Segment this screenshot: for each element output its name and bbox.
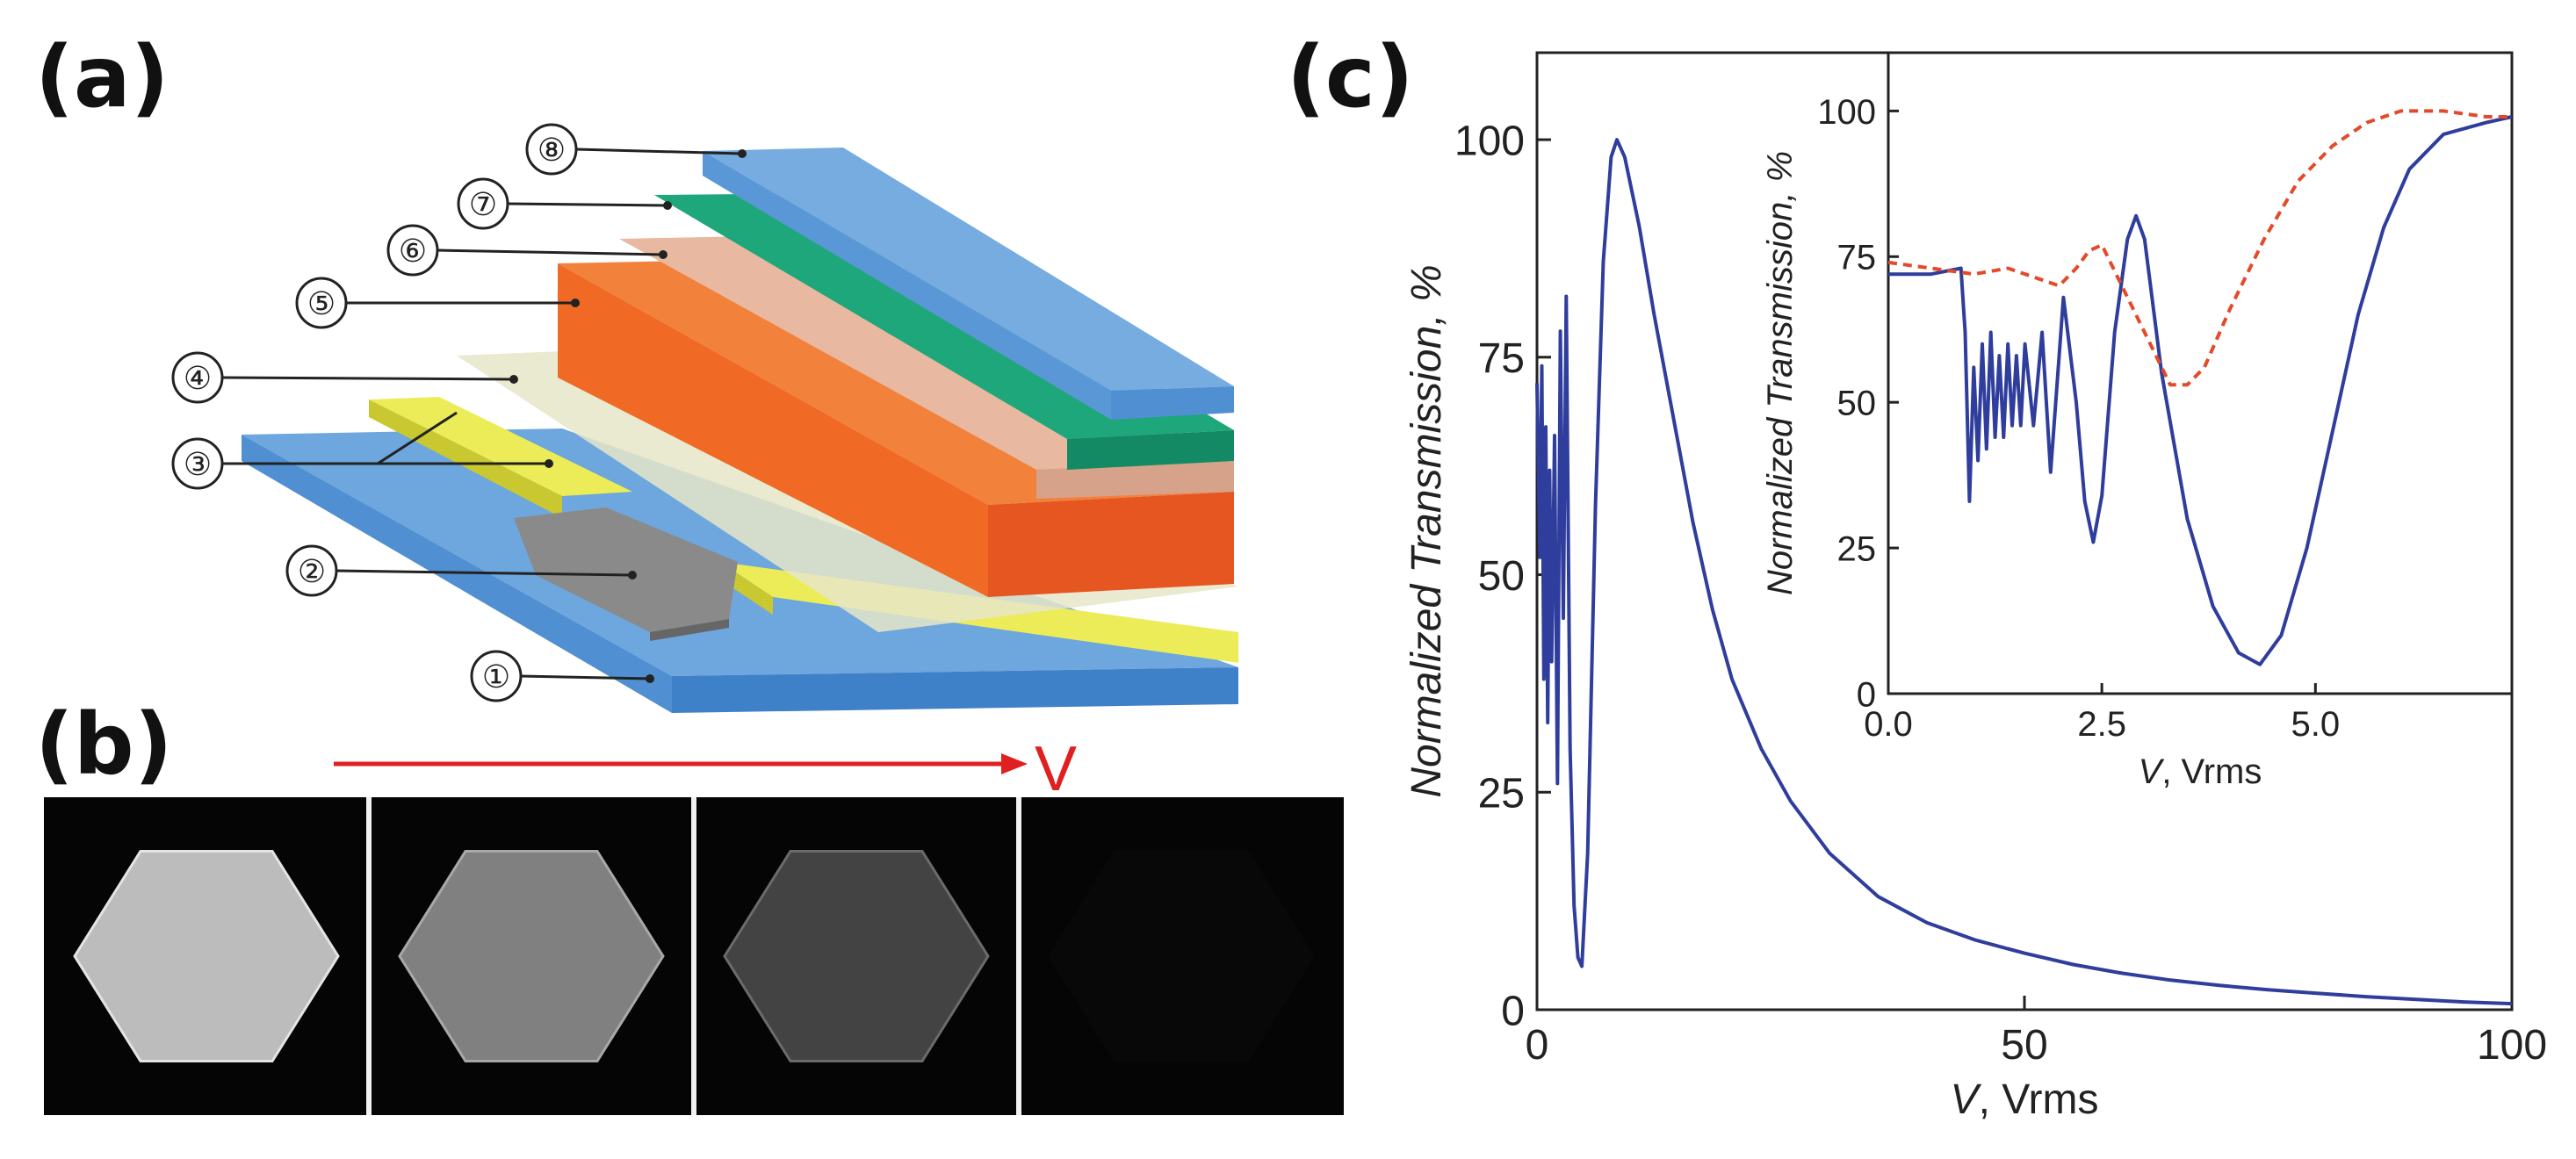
main-series-transmission (1535, 138, 2513, 1006)
inset-ytick-label: 75 (1837, 239, 1877, 277)
svg-text:②: ② (298, 553, 326, 589)
layer-7-green-front (1067, 430, 1234, 470)
main-ytick-label: 50 (1478, 553, 1525, 600)
main-ytick-label: 100 (1454, 118, 1525, 164)
panel-label-c: (c) (1287, 28, 1414, 126)
svg-text:⑧: ⑧ (538, 132, 566, 168)
inset-xtick-label: 2.5 (2077, 705, 2126, 744)
svg-text:⑦: ⑦ (469, 186, 497, 222)
inset-series-solid (1888, 115, 2513, 666)
inset-xtick-label: 0.0 (1864, 705, 1913, 744)
main-xlabel: V, Vrms (1951, 1076, 2099, 1123)
voltage-arrow-label: V (1035, 734, 1077, 804)
layer-2-semiconductor-side (650, 619, 729, 641)
layer-1-substrate-front (672, 667, 1238, 713)
frame-divider (691, 797, 696, 1115)
inset-series-dashed (1887, 109, 2512, 387)
callout-6: ⑥ (386, 224, 667, 277)
svg-text:⑥: ⑥ (399, 233, 427, 269)
hexagon-frame-4 (1048, 850, 1315, 1062)
hexagon-frame-1 (73, 850, 340, 1062)
layer-8-top-plate (703, 148, 1234, 391)
device-layer-diagram: ⑧ ⑦ ⑥ ⑤ ④ ③ ② ① (171, 123, 1238, 713)
inset-ytick-label: 100 (1817, 93, 1876, 132)
inset-ytick-label: 25 (1837, 529, 1877, 568)
main-xtick-label: 0 (1526, 1022, 1549, 1069)
svg-text:③: ③ (184, 446, 212, 482)
main-xtick-label: 50 (2001, 1022, 2047, 1069)
layer-5-orange-left (558, 263, 988, 597)
hexagon-frame-3 (723, 850, 990, 1062)
layer-3-electrode (369, 397, 632, 496)
panel-label-a: (a) (35, 28, 170, 126)
frame-divider (366, 797, 372, 1115)
inset-plot-frame (1887, 51, 2514, 695)
main-ylabel: Normalized Transmission, % (1403, 264, 1450, 797)
callout-7: ⑦ (457, 177, 672, 230)
layer-6-peach-front (1036, 461, 1234, 499)
main-ytick-label: 25 (1478, 771, 1525, 817)
callout-4: ④ (171, 351, 518, 404)
voltage-arrow-head (1001, 753, 1028, 774)
layer-5-orange-front (988, 492, 1234, 597)
inset-xlabel: V, Vrms (2139, 752, 2262, 791)
layer-8-top-plate-front (1111, 386, 1234, 420)
inset-ytick-label: 0 (1857, 675, 1876, 714)
main-ytick-label: 0 (1501, 988, 1525, 1034)
layer-2-semiconductor (514, 508, 738, 632)
panel-label-b: (b) (35, 695, 173, 794)
layer-3-electrode-side (369, 400, 562, 518)
callout-2: ② (285, 544, 637, 597)
inset-ytick-label: 50 (1837, 385, 1877, 423)
inset-xtick-label: 5.0 (2291, 705, 2340, 744)
callout-8: ⑧ (525, 123, 747, 176)
svg-text:①: ① (482, 659, 510, 695)
inset-ylabel: Normalized Transmission, % (1761, 151, 1800, 595)
svg-text:⑤: ⑤ (307, 285, 336, 321)
hexagon-frame-2 (398, 850, 665, 1062)
callout-5: ⑤ (295, 277, 580, 329)
hexagon-frame-strip (44, 797, 1344, 1115)
layer-8-top-plate-left (703, 151, 1111, 420)
main-ytick-label: 75 (1478, 335, 1525, 382)
main-xtick-label: 100 (2477, 1022, 2547, 1069)
callout-3: ③ (171, 411, 553, 490)
callout-1: ① (470, 650, 654, 702)
frame-divider (1016, 797, 1021, 1115)
voltage-arrow: V (334, 734, 1077, 804)
svg-text:④: ④ (184, 360, 212, 396)
